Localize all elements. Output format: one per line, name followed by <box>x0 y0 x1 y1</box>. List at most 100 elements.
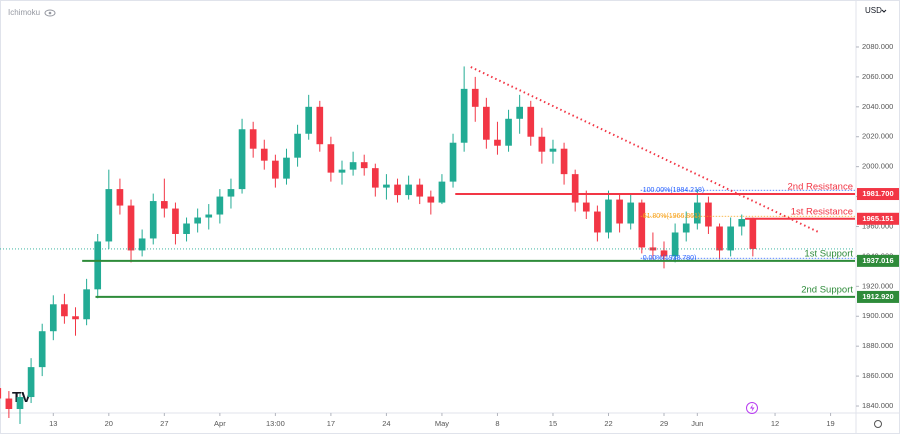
candle-body <box>83 289 90 320</box>
candle-body <box>316 106 324 145</box>
candle-body <box>538 136 546 152</box>
x-tick-label: 12 <box>771 419 779 428</box>
candle-body <box>260 148 268 161</box>
lightning-bolt <box>750 404 755 412</box>
candle-body <box>449 142 457 182</box>
candle-body <box>216 196 224 215</box>
candle-body <box>227 189 235 197</box>
candle-body <box>438 181 446 203</box>
candle-body <box>205 214 213 218</box>
candle-body <box>605 199 612 233</box>
candle-body <box>194 217 201 224</box>
candle-body <box>682 223 690 233</box>
level-name: 2nd Support <box>801 284 853 295</box>
candle-body <box>105 189 113 242</box>
fib-label: 100.00%(1984.218) <box>643 187 705 194</box>
settings-icon[interactable] <box>874 420 882 428</box>
candle-body <box>238 129 246 190</box>
candle-body <box>349 162 357 170</box>
x-tick-label: 22 <box>604 419 612 428</box>
x-tick-label: 17 <box>327 419 335 428</box>
y-tick-label: 1860.000 <box>862 371 893 380</box>
eye-icon[interactable] <box>44 9 56 17</box>
price-tag-label: 1912.920 <box>862 292 893 301</box>
candle-body <box>416 184 424 197</box>
price-tag-label: 1937.016 <box>862 256 893 265</box>
currency[interactable]: USD <box>865 6 882 15</box>
candle-body <box>249 129 257 149</box>
candle-body <box>27 367 35 398</box>
candle-body <box>371 168 379 188</box>
candle-body <box>61 304 68 317</box>
candle-body <box>338 169 346 173</box>
y-tick-label: 2000.000 <box>862 162 893 171</box>
candle-body <box>427 196 435 203</box>
candle-body <box>405 184 412 196</box>
candle-body <box>16 397 24 410</box>
x-tick-label: 20 <box>105 419 113 428</box>
level-name: 1st Support <box>804 248 853 259</box>
candle-body <box>283 157 290 179</box>
candle-body <box>638 202 646 248</box>
candle-body <box>305 106 313 134</box>
y-tick-label: 2040.000 <box>862 102 893 111</box>
candle-body <box>649 247 657 251</box>
candle-body <box>727 226 734 251</box>
candle-body <box>38 331 46 368</box>
y-tick-label: 2060.000 <box>862 72 893 81</box>
candle-body <box>72 316 79 320</box>
candle-body <box>138 238 146 251</box>
y-tick-label: 2080.000 <box>862 42 893 51</box>
trendline <box>470 66 819 233</box>
candle-body <box>161 201 168 209</box>
price-tag <box>857 254 899 267</box>
price-tag-label: 1981.700 <box>862 189 893 198</box>
price-tag <box>857 188 899 201</box>
candle-body <box>594 211 601 233</box>
candle-body <box>0 388 2 399</box>
indicator-label: Ichimoku <box>8 8 40 17</box>
candle-body <box>172 208 179 234</box>
candle-body <box>483 106 490 140</box>
x-tick-label: 13:00 <box>266 419 285 428</box>
candle-body <box>560 148 568 175</box>
candle-body <box>693 202 701 224</box>
currency-caret <box>881 9 887 13</box>
candle-body <box>505 118 512 146</box>
candle-body <box>360 162 368 169</box>
candle-body <box>671 232 679 257</box>
y-tick-label: 1880.000 <box>862 341 893 350</box>
candle-body <box>394 184 401 196</box>
price-tag <box>857 290 899 303</box>
candle-body <box>705 202 712 227</box>
candle-body <box>183 223 190 234</box>
candle-body <box>516 106 523 119</box>
candle-body <box>571 174 579 203</box>
candle-body <box>716 226 723 251</box>
price-axis: 1840.000 1860.000 1880.000 1900.000 1920.000… <box>856 42 899 410</box>
level-name: 2nd Resistance <box>788 182 853 193</box>
y-tick-label: 1840.000 <box>862 401 893 410</box>
candle-body <box>327 144 335 173</box>
eye-outline <box>44 9 56 17</box>
y-tick-label: 1960.000 <box>862 221 893 230</box>
lightning-icon[interactable] <box>746 402 758 414</box>
x-tick-label: 13 <box>49 419 57 428</box>
candle-body <box>116 189 124 206</box>
candle-body <box>294 133 301 158</box>
x-tick-label: 27 <box>160 419 168 428</box>
candle-body <box>127 205 135 251</box>
candle-body <box>660 250 668 257</box>
candle-body <box>738 219 746 227</box>
level-name: 1st Resistance <box>791 206 853 217</box>
plot: 13 20 27 Apr 13:00 17 24 May 8 15 22 29 Jun 12 19 100.0… <box>0 66 855 428</box>
x-tick-label: 8 <box>495 419 499 428</box>
y-tick-label: 2020.000 <box>862 132 893 141</box>
candle-body <box>149 201 157 239</box>
lightning-circle <box>746 402 758 414</box>
x-tick-label: Jun <box>691 419 703 428</box>
candle-body <box>383 184 390 188</box>
y-tick-label: 1920.000 <box>862 281 893 290</box>
candle-body <box>549 148 557 152</box>
